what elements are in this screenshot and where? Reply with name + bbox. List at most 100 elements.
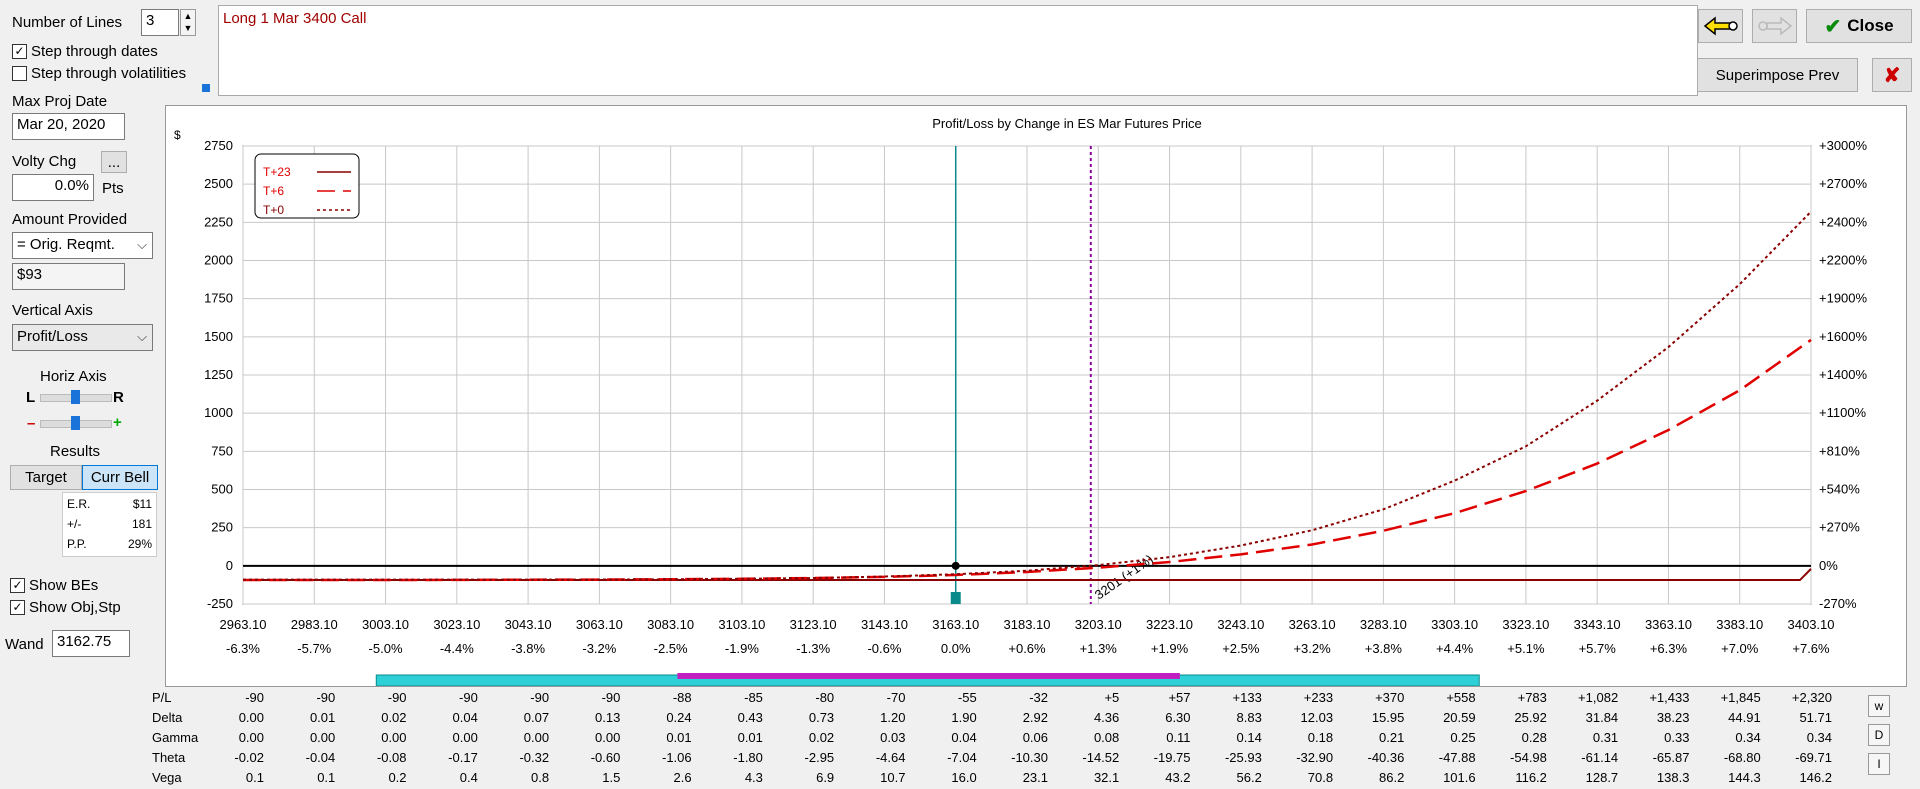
table-cell: 0.25 [1450,730,1476,745]
show-bes-label: Show BEs [29,577,99,594]
checkbox-unchecked-icon[interactable] [12,66,27,81]
table-cell: -19.75 [1153,750,1191,765]
x-pct-label: +1.3% [1080,641,1118,656]
num-lines-spinner[interactable]: ▲ ▼ [180,9,196,36]
table-cell: 6.30 [1165,710,1191,725]
x-tick-label: 3183.10 [1004,617,1051,632]
x-pct-label: -5.7% [297,641,331,656]
table-cell: 0.43 [737,710,763,725]
x-tick-label: 3223.10 [1146,617,1193,632]
cancel-x-button[interactable]: ✘ [1872,58,1912,92]
superimpose-prev-button[interactable]: Superimpose Prev [1697,58,1858,92]
checkbox-checked-icon[interactable]: ✓ [10,600,25,615]
chevron-down-icon[interactable]: ⌵ [137,329,147,344]
tab-target[interactable]: Target [10,465,82,490]
table-cell: +370 [1375,690,1405,705]
table-cell: 38.23 [1656,710,1690,725]
series-line-Tplus23 [243,568,1812,582]
show-bes-checkbox[interactable]: ✓ Show BEs [10,577,98,594]
spin-down-icon[interactable]: ▼ [183,23,193,33]
x-pct-label: +5.1% [1507,641,1545,656]
table-row: Delta 0.00 0.01 0.02 0.04 0.07 0.13 0.24 0.43 0.7… [140,710,1840,729]
horiz-pan-thumb[interactable] [71,390,80,404]
y-axis-label: $ [174,128,181,142]
back-button[interactable] [1698,9,1743,43]
y-tick-label: 0 [226,558,233,573]
legend-box [254,153,360,219]
result-value: 181 [131,517,152,531]
resize-grip-icon[interactable] [188,84,212,94]
pl-chart[interactable]: Profit/Loss by Change in ES Mar Futures … [166,106,1906,687]
amount-input[interactable]: $93 [12,263,125,290]
table-row: Theta -0.02 -0.04 -0.08 -0.17 -0.32 -0.60 -1.06… [140,750,1840,769]
checkbox-checked-icon[interactable]: ✓ [10,578,25,593]
y-tick-label: -250 [207,596,233,611]
y-right-tick-label: +810% [1819,443,1860,458]
forward-button[interactable] [1752,9,1797,43]
table-cell: 0.01 [737,730,763,745]
table-cell: -40.36 [1367,750,1405,765]
max-proj-date-input[interactable]: Mar 20, 2020 [12,113,125,140]
table-cell: -90 [601,690,621,705]
wand-input[interactable]: 3162.75 [52,630,130,657]
num-lines-input[interactable]: 3 [141,9,179,36]
table-cell: -69.71 [1795,750,1832,765]
results-box: E.R. $11 +/- 181 P.P. 29% [62,492,157,557]
x-pct-label: -2.5% [654,641,688,656]
volty-chg-button[interactable]: ... [101,151,127,173]
table-cell: 0.06 [1022,730,1048,745]
table-cell: 1.5 [602,770,621,785]
table-cell: 16.0 [951,770,977,785]
d-toggle-icon[interactable]: D [1868,724,1890,746]
table-cell: -0.60 [590,750,621,765]
table-cell: +233 [1303,690,1334,705]
x-tick-label: 3123.10 [790,617,837,632]
x-tick-label: 3163.10 [932,617,979,632]
checkbox-checked-icon[interactable]: ✓ [12,44,27,59]
volty-chg-input[interactable]: 0.0% [12,174,94,201]
step-vols-checkbox[interactable]: Step through volatilities [12,65,186,82]
i-toggle-icon[interactable]: I [1868,753,1890,775]
x-pct-label: -3.2% [582,641,616,656]
show-obj-checkbox[interactable]: ✓ Show Obj,Stp [10,599,121,616]
position-text: Long 1 Mar 3400 Call [223,10,367,27]
amount-provided-select[interactable]: = Orig. Reqmt. ⌵ [12,232,153,259]
w-toggle-icon[interactable]: w [1868,695,1890,717]
table-cell: -90 [245,690,264,705]
x-pct-label: +5.7% [1579,641,1617,656]
table-cell: 0.02 [808,730,835,745]
table-cell: 0.34 [1806,730,1832,745]
vertical-axis-select[interactable]: Profit/Loss ⌵ [12,324,153,351]
table-cell: 70.8 [1307,770,1334,785]
close-button[interactable]: ✔ Close [1806,9,1912,43]
table-cell: -88 [672,690,692,705]
step-dates-checkbox[interactable]: ✓ Step through dates [12,43,158,60]
table-cell: 0.13 [595,710,621,725]
tab-curr-bell[interactable]: Curr Bell [82,465,158,490]
max-proj-date-label: Max Proj Date [12,93,108,110]
result-key: +/- [67,517,82,531]
table-cell: 25.92 [1514,710,1547,725]
table-cell: -90 [459,690,478,705]
horiz-zoom-thumb[interactable] [71,416,80,430]
table-cell: 51.71 [1799,710,1832,725]
x-pct-label: -1.9% [725,641,759,656]
table-cell: 0.73 [808,710,835,725]
table-cell: 0.21 [1379,730,1405,745]
chevron-down-icon[interactable]: ⌵ [137,237,147,252]
table-cell: 0.00 [452,730,478,745]
spin-up-icon[interactable]: ▲ [183,11,193,21]
table-cell: 0.24 [666,710,692,725]
x-pct-label: +1.9% [1151,641,1189,656]
table-cell: 0.04 [951,730,977,745]
x-pct-label: -5.0% [369,641,403,656]
table-cell: 138.3 [1656,770,1690,785]
table-cell: 0.03 [880,730,906,745]
table-cell: +1,845 [1720,690,1761,705]
x-pct-label: -4.4% [440,641,474,656]
legend-label: T+0 [263,203,284,217]
y-tick-label: 2000 [204,253,233,268]
table-cell: 0.1 [317,770,336,785]
table-cell: 4.3 [744,770,763,785]
position-description[interactable]: Long 1 Mar 3400 Call [218,5,1698,96]
